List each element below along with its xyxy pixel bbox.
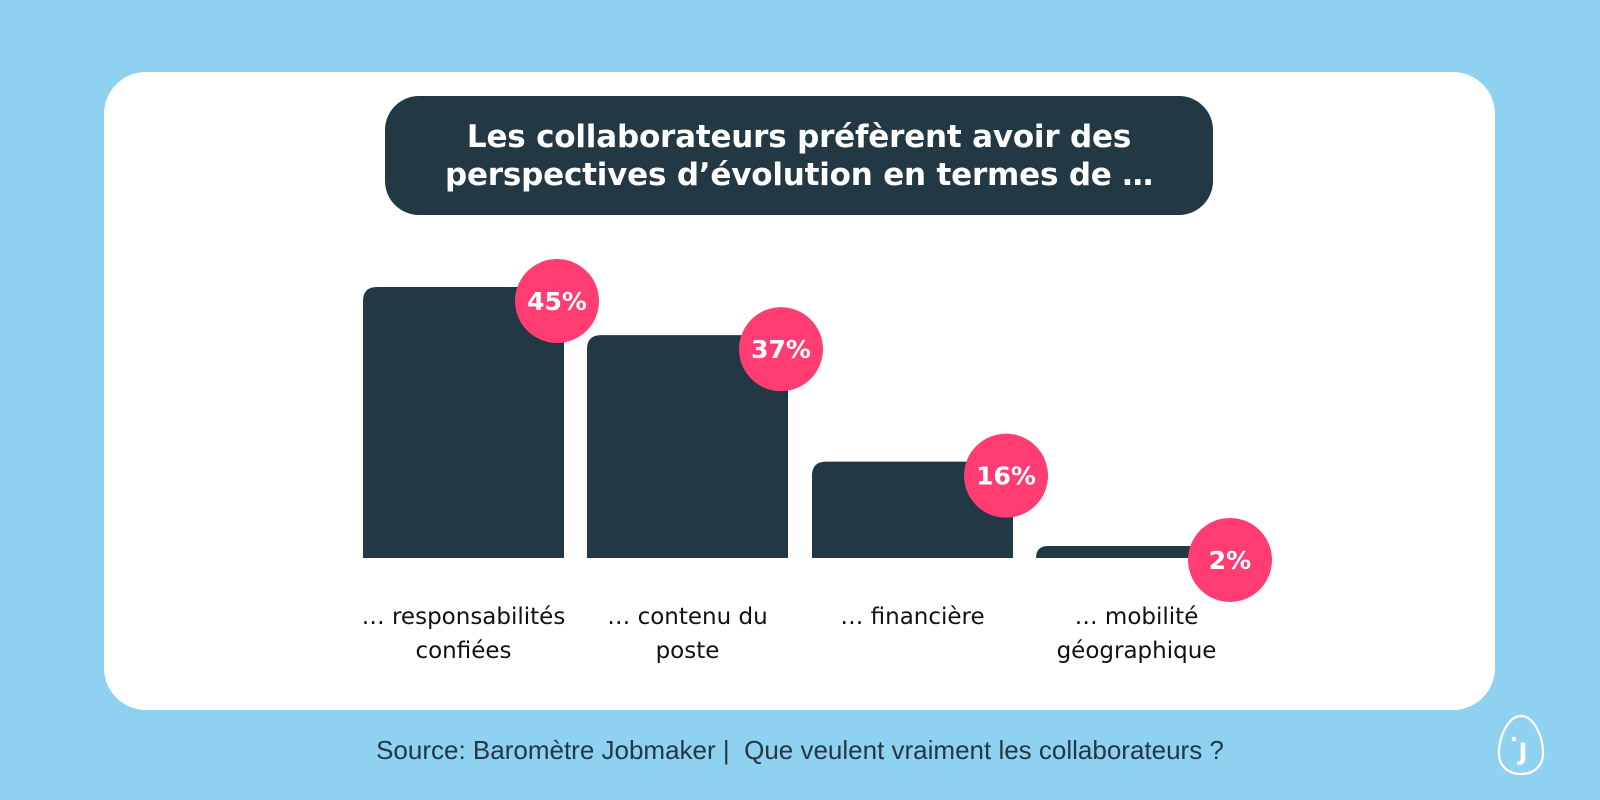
category-label-1: … responsabilités confiées: [362, 604, 566, 664]
value-badge-1: [515, 259, 599, 343]
title-banner: Les collaborateurs préfèrent avoir des p…: [385, 96, 1213, 215]
category-label-2: … contenu du poste: [607, 604, 767, 664]
value-badge-4: [1188, 517, 1272, 602]
category-label-4: … mobilité géographique: [1057, 604, 1217, 664]
value-label-1: 45%: [527, 287, 587, 316]
bar-1: [363, 287, 564, 558]
bar-2: [587, 335, 788, 558]
bar-4: [1036, 545, 1237, 558]
value-label-3: 16%: [976, 462, 1036, 491]
value-label-4: 2%: [1209, 546, 1251, 575]
value-badge-2: [739, 307, 823, 392]
value-badge-3: [964, 433, 1048, 518]
bar-3: [812, 461, 1013, 558]
jobmaker-logo-icon: J: [1497, 714, 1545, 776]
logo-letter: J: [1517, 738, 1528, 766]
chart-title: Les collaborateurs préfèrent avoir des p…: [444, 118, 1154, 193]
source-caption: Source: Baromètre Jobmaker | Que veulent…: [376, 735, 1224, 765]
category-label-3: … financière: [840, 604, 984, 630]
value-label-2: 37%: [751, 335, 811, 364]
